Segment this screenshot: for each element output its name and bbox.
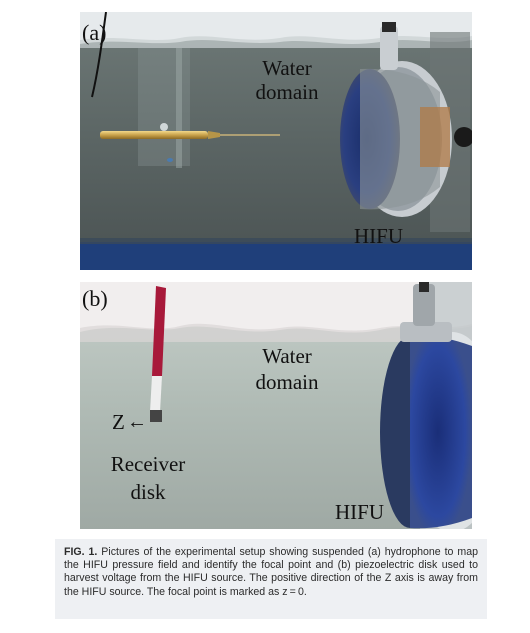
- panel-b-hifu-label: HIFU: [335, 500, 385, 524]
- z-axis-label: Z: [112, 410, 125, 434]
- panel-b-letter: (b): [82, 286, 108, 311]
- receiver-disk-photo: [80, 282, 472, 529]
- z-axis-arrow-icon: ←: [127, 411, 147, 433]
- panel-a-water-label-line1: Water: [262, 56, 312, 80]
- panel-b-water-label-line1: Water: [262, 344, 312, 368]
- figure-label: FIG. 1.: [64, 546, 98, 558]
- caption-text: Pictures of the experimental setup showi…: [64, 546, 478, 598]
- figure-caption: FIG. 1. Pictures of the experimental set…: [55, 539, 487, 619]
- panel-a-letter: (a): [82, 20, 107, 45]
- receiver-label-line2: disk: [130, 480, 166, 504]
- hydrophone-photo: [80, 12, 472, 270]
- photo-panel-a: (a) Water domain HIFU: [80, 12, 472, 270]
- receiver-label-line1: Receiver: [110, 452, 186, 476]
- panel-a-water-label-line2: domain: [255, 80, 319, 104]
- photo-panel-b: (b) Water domain Z ← Receiver disk HIFU: [80, 282, 472, 529]
- panel-a-hifu-label: HIFU: [354, 224, 404, 248]
- panel-b-water-label-line2: domain: [255, 370, 319, 394]
